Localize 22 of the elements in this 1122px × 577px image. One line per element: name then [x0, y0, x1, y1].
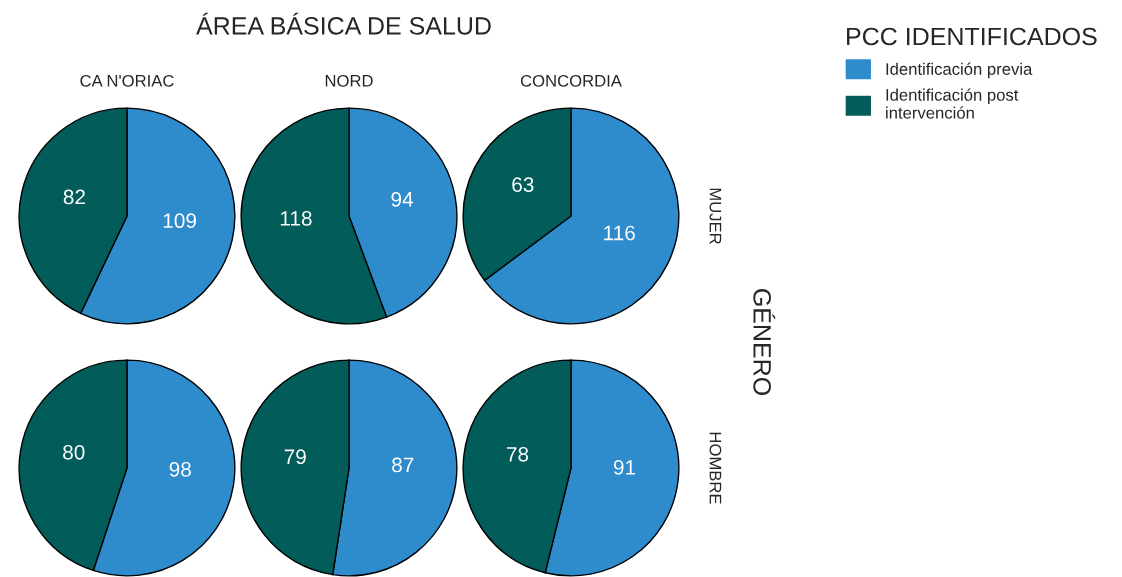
text: HOMBRE — [709, 432, 722, 504]
data-label: 63 — [512, 177, 534, 193]
text: MUJER — [709, 188, 722, 244]
data-label: 116 — [604, 225, 635, 241]
chart-title: CONCORDIA — [520, 74, 622, 87]
data-label: 94 — [391, 191, 414, 207]
data-label: 109 — [163, 213, 196, 229]
legend-label: Identificación post intervención — [886, 88, 1019, 119]
text: GÉNERO — [753, 289, 776, 395]
data-label: 118 — [280, 210, 312, 226]
text: ÁREA BÁSICA DE SALUD — [196, 12, 491, 35]
data-label: 82 — [63, 189, 85, 205]
legend-title: PCC IDENTIFICADOS — [847, 27, 1097, 46]
chart-title: NORD — [325, 74, 373, 87]
data-label: 91 — [613, 459, 636, 475]
legend-label: Identificación previa — [886, 62, 1033, 79]
data-label: 87 — [392, 457, 414, 473]
data-label: 78 — [506, 446, 529, 462]
text: CA N'ORIAC — [80, 74, 174, 87]
data-label: 79 — [284, 449, 306, 465]
data-label: 80 — [63, 444, 85, 460]
data-label: 98 — [169, 461, 191, 477]
